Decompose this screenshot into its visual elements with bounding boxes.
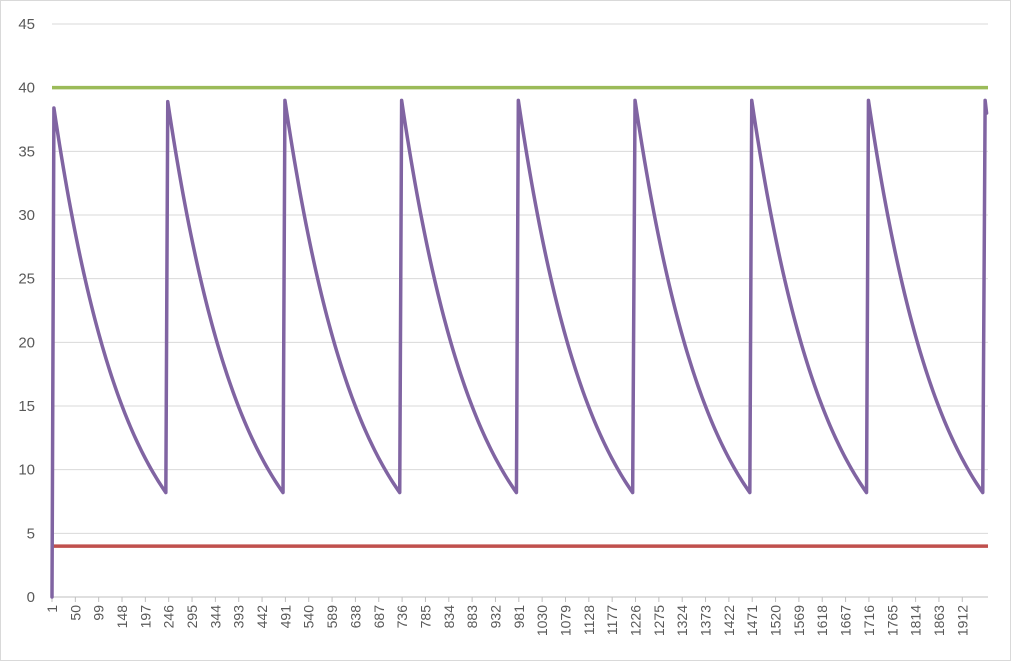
x-tick-label: 883 [464, 605, 480, 629]
x-tick-label: 1667 [838, 605, 854, 636]
y-tick-label: 40 [18, 80, 35, 97]
x-tick-label: 1 [44, 605, 60, 613]
x-tick-label: 1471 [744, 605, 760, 636]
series-lines [50, 85, 989, 599]
y-tick-label: 25 [18, 271, 35, 288]
x-tick-label: 1422 [721, 605, 737, 636]
x-tick-label: 589 [324, 605, 340, 629]
x-tick-label: 1569 [791, 605, 807, 636]
x-tick-label: 1275 [651, 605, 667, 636]
x-tick-label: 295 [184, 605, 200, 629]
y-tick-label: 35 [18, 143, 35, 160]
x-tick-label: 1226 [628, 605, 644, 636]
x-tick-label: 1373 [698, 605, 714, 636]
x-tick-label: 1618 [814, 605, 830, 636]
x-tick-label: 834 [441, 605, 457, 629]
x-tick-label: 1520 [768, 605, 784, 636]
x-tick-label: 932 [487, 605, 503, 629]
x-tick-label: 638 [347, 605, 363, 629]
x-tick-label: 1079 [557, 605, 573, 636]
y-tick-label: 20 [18, 334, 35, 351]
x-tick-label: 736 [394, 605, 410, 629]
y-axis-tick-labels: 0 5 10 15 20 25 30 35 40 45 [18, 16, 35, 606]
x-tick-label: 1324 [674, 605, 690, 636]
y-tick-label: 45 [18, 16, 35, 33]
x-tick-label: 197 [137, 605, 153, 629]
x-tick-label: 99 [91, 605, 107, 621]
x-tick-label: 785 [417, 605, 433, 629]
x-tick-label: 246 [161, 605, 177, 629]
x-tick-label: 1765 [884, 605, 900, 636]
x-tick-label: 1863 [931, 605, 947, 636]
x-tick-label: 1814 [908, 605, 924, 636]
x-tick-label: 1177 [604, 605, 620, 635]
x-axis-tick-labels: 1 50 99 148 197 246 295 344 393 442 491 540 589 638 68… [44, 605, 970, 636]
y-tick-label: 30 [18, 207, 35, 224]
y-tick-label: 10 [18, 462, 35, 479]
y-tick-label: 0 [27, 589, 35, 606]
y-tick-label: 5 [27, 525, 35, 542]
x-tick-label: 148 [114, 605, 130, 629]
x-tick-label: 1716 [861, 605, 877, 636]
x-tick-label: 1912 [954, 605, 970, 636]
x-tick-label: 1030 [534, 605, 550, 636]
x-tick-label: 50 [67, 605, 83, 621]
x-tick-label: 981 [511, 605, 527, 629]
x-tick-label: 687 [371, 605, 387, 629]
x-tick-label: 442 [254, 605, 270, 629]
x-tick-label: 393 [231, 605, 247, 629]
x-tick-label: 540 [301, 605, 317, 629]
x-tick-label: 1128 [581, 605, 597, 635]
series-line-0 [50, 98, 989, 599]
x-tick-label: 344 [207, 605, 223, 629]
x-tick-label: 491 [277, 605, 293, 629]
y-tick-label: 15 [18, 398, 35, 415]
